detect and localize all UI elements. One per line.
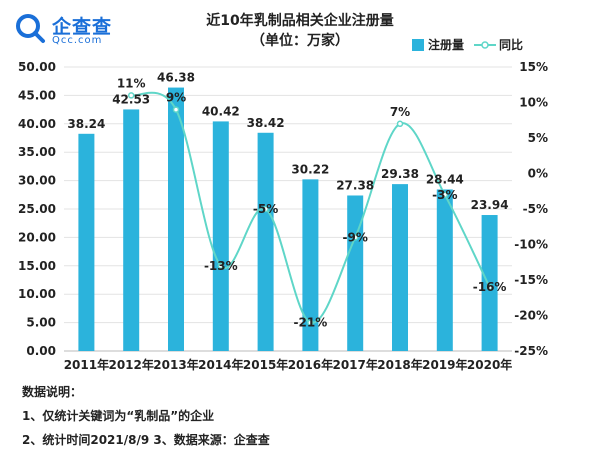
y-right-tick-label: 0% bbox=[528, 167, 548, 181]
legend-line-label: 同比 bbox=[499, 38, 524, 52]
y-right-tick-label: 10% bbox=[519, 96, 548, 110]
yoy-point bbox=[172, 106, 180, 113]
yoy-value-label: -13% bbox=[204, 259, 238, 273]
bar bbox=[347, 195, 364, 351]
bar bbox=[123, 109, 140, 352]
bar-value-label: 40.42 bbox=[202, 104, 240, 118]
yoy-value-label: -9% bbox=[343, 230, 368, 244]
y-right-tick-label: -10% bbox=[514, 238, 548, 252]
y-left-tick-label: 45.00 bbox=[18, 88, 56, 102]
x-tick-label: 2013年 bbox=[153, 357, 198, 372]
y-left-tick-label: 5.00 bbox=[26, 316, 56, 330]
y-left-tick-label: 10.00 bbox=[18, 287, 56, 301]
y-left-tick-label: 15.00 bbox=[18, 259, 56, 273]
notes-line-2: 2、统计时间2021/8/9 3、数据来源：企查查 bbox=[22, 433, 270, 447]
y-left-tick-label: 35.00 bbox=[18, 145, 56, 159]
bar bbox=[392, 184, 408, 351]
yoy-point bbox=[351, 234, 359, 241]
y-left-tick-label: 40.00 bbox=[18, 117, 56, 131]
yoy-value-label: 7% bbox=[390, 105, 410, 119]
bar-value-label: 29.38 bbox=[381, 167, 419, 181]
y-left-tick-label: 20.00 bbox=[18, 230, 56, 244]
bar-value-label: 38.42 bbox=[247, 116, 285, 130]
y-right-tick-label: -5% bbox=[523, 202, 548, 216]
x-tick-label: 2015年 bbox=[243, 357, 288, 372]
data-notes: 数据说明： 1、仅统计关键词为“乳制品”的企业 2、统计时间2021/8/9 3… bbox=[22, 380, 270, 452]
bar bbox=[302, 179, 319, 351]
legend-line-swatch bbox=[474, 40, 497, 49]
magnifier-logo-icon bbox=[16, 14, 45, 43]
yoy-point bbox=[441, 191, 449, 199]
brand-domain: Qcc.com bbox=[52, 35, 103, 46]
x-tick-label: 2020年 bbox=[467, 357, 512, 372]
bar-value-label: 27.38 bbox=[336, 178, 374, 192]
yoy-point bbox=[486, 283, 493, 291]
yoy-value-label: 11% bbox=[117, 76, 146, 90]
notes-line-1: 1、仅统计关键词为“乳制品”的企业 bbox=[22, 409, 215, 423]
bar bbox=[168, 87, 184, 352]
x-tick-label: 2014年 bbox=[198, 357, 243, 372]
yoy-point bbox=[127, 92, 135, 99]
x-tick-label: 2016年 bbox=[288, 357, 333, 372]
yoy-value-label: -21% bbox=[294, 316, 328, 330]
combo-chart: 0.00 5.00 10.00 15.00 20.00 25.00 30.00 35.00 40… bbox=[18, 60, 548, 372]
x-tick-label: 2018年 bbox=[377, 357, 422, 372]
x-tick-label: 2017年 bbox=[332, 357, 377, 372]
bar bbox=[257, 132, 274, 351]
yoy-point bbox=[307, 319, 314, 326]
y-left-tick-label: 0.00 bbox=[26, 344, 56, 358]
chart-legend: 注册量 同比 bbox=[412, 36, 523, 53]
bar-value-label: 46.38 bbox=[157, 71, 195, 85]
brand-name: 企查查 bbox=[52, 16, 113, 38]
bar bbox=[212, 121, 229, 351]
y-right-tick-label: 5% bbox=[528, 131, 548, 145]
bar-value-label: 38.24 bbox=[67, 117, 105, 131]
brand-logo: 企查查 Qcc.com bbox=[14, 8, 134, 52]
chart-subtitle: （单位：万家） bbox=[251, 33, 349, 49]
yoy-point bbox=[396, 120, 404, 128]
yoy-value-label: -16% bbox=[473, 280, 507, 294]
y-left-tick-label: 30.00 bbox=[18, 174, 56, 188]
legend-bar-swatch bbox=[412, 38, 424, 51]
y-left-tick-label: 25.00 bbox=[18, 202, 56, 216]
yoy-value-label: -5% bbox=[253, 202, 278, 216]
y-right-tick-label: 15% bbox=[519, 60, 548, 74]
bar-value-label: 42.53 bbox=[112, 92, 150, 106]
yoy-point bbox=[262, 205, 269, 213]
yoy-value-label: 9% bbox=[166, 91, 186, 105]
x-tick-label: 2011年 bbox=[64, 357, 109, 372]
y-left-tick-label: 50.00 bbox=[18, 60, 56, 74]
bar-value-label: 30.22 bbox=[291, 162, 329, 176]
bar bbox=[481, 215, 498, 351]
bar bbox=[78, 133, 95, 351]
y-right-tick-label: -15% bbox=[514, 273, 548, 287]
y-right-tick-label: -20% bbox=[514, 309, 548, 323]
bar-value-label: 28.44 bbox=[426, 172, 464, 186]
yoy-point bbox=[217, 262, 225, 270]
y-right-tick-label: -25% bbox=[514, 344, 548, 358]
bar-value-label: 23.94 bbox=[471, 198, 509, 212]
bar bbox=[436, 189, 453, 351]
x-tick-label: 2012年 bbox=[108, 357, 153, 372]
x-tick-label: 2019年 bbox=[422, 357, 467, 372]
notes-heading: 数据说明： bbox=[22, 385, 83, 399]
legend-bar-label: 注册量 bbox=[428, 38, 465, 52]
yoy-value-label: -3% bbox=[432, 188, 457, 202]
chart-title: 近10年乳制品相关企业注册量 bbox=[206, 13, 394, 29]
